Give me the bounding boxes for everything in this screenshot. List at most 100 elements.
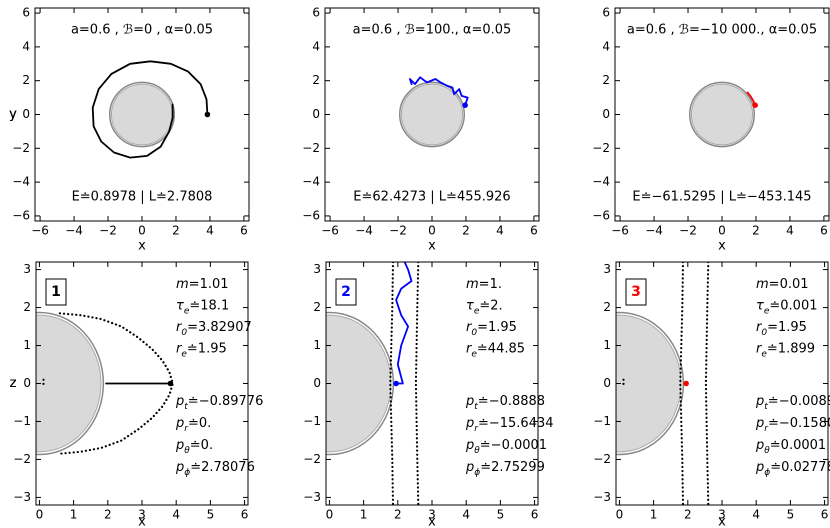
x-tick-label: 2 <box>172 224 180 238</box>
parameter-subscript: θ <box>184 446 190 456</box>
y-tick-label: 1 <box>603 338 611 352</box>
y-tick-label: −2 <box>303 452 321 466</box>
start-point <box>393 380 399 387</box>
parameter: re≐44.85 <box>466 341 525 359</box>
plot-area <box>36 311 174 456</box>
y-tick-label: 0 <box>23 376 31 390</box>
parameter-symbol: p <box>755 394 764 409</box>
x-tick-label: 1 <box>70 508 78 522</box>
parameter-symbol: p <box>465 460 474 475</box>
x-tick-label: 0 <box>36 508 44 522</box>
parameter-symbol: p <box>465 416 474 431</box>
x-tick-label: 4 <box>496 224 504 238</box>
y-tick-label: −4 <box>12 175 30 189</box>
x-axis-label: x <box>718 239 726 254</box>
parameter-value: ≐−0.89776 <box>188 394 264 409</box>
x-tick-label: −6 <box>31 224 49 238</box>
x-tick-label: −2 <box>679 224 697 238</box>
parameter-symbol: m <box>756 277 769 292</box>
y-tick-label: −3 <box>593 490 611 504</box>
parameter-value: ≐1.899 <box>767 341 815 356</box>
parameter: m=1. <box>466 277 502 292</box>
parameter: pt≐−0.89776 <box>175 394 263 412</box>
y-tick-label: −4 <box>302 175 320 189</box>
parameter-value: ≐−0.00897 <box>768 394 830 409</box>
parameter-value: =1.95 <box>767 320 807 335</box>
y-tick-label: −2 <box>13 452 31 466</box>
y-tick-label: 2 <box>22 73 30 87</box>
parameter-value: =1. <box>479 277 502 292</box>
plot-area <box>688 81 758 148</box>
parameter: pt≐−0.00897 <box>755 394 830 412</box>
y-tick-label: 4 <box>312 39 320 53</box>
trajectory <box>409 76 469 107</box>
parameter-subscript: 0 <box>761 328 767 338</box>
x-tick-label: 2 <box>462 224 470 238</box>
y-tick-label: 0 <box>312 107 320 121</box>
parameter-value: ≐2. <box>479 298 502 313</box>
parameter-value: =1.95 <box>477 320 517 335</box>
x-tick-label: 0 <box>718 224 726 238</box>
x-axis-label: x <box>138 515 146 528</box>
x-tick-label: −4 <box>355 224 373 238</box>
x-axis-label: x <box>718 515 726 528</box>
parameter: pϕ≐0.02778 <box>755 460 830 478</box>
horizon-disk <box>326 314 392 453</box>
parameter-symbol: r <box>176 341 183 356</box>
plot-area <box>91 60 211 159</box>
y-tick-label: 2 <box>603 300 611 314</box>
x-tick-label: 3 <box>138 508 146 522</box>
parameter-symbol: p <box>465 394 474 409</box>
x-tick-label: 3 <box>718 508 726 522</box>
parameter-subscript: t <box>184 402 188 412</box>
parameter: pϕ≐2.75299 <box>465 460 545 478</box>
x-tick-label: 2 <box>394 508 402 522</box>
parameter-subscript: r <box>184 424 189 434</box>
parameter: r0=1.95 <box>466 320 517 338</box>
panel-label: 1 <box>51 284 61 300</box>
parameter-subscript: θ <box>764 446 770 456</box>
y-tick-label: 3 <box>23 262 31 276</box>
parameter: τe≐18.1 <box>176 298 229 316</box>
x-tick-label: 0 <box>326 508 334 522</box>
x-tick-label: 2 <box>752 224 760 238</box>
y-axis-label: z <box>10 376 17 391</box>
y-tick-label: 2 <box>23 300 31 314</box>
y-tick-label: −1 <box>13 414 31 428</box>
x-axis-label: x <box>428 239 436 254</box>
horizon-disk <box>400 83 464 146</box>
y-tick-label: 2 <box>313 300 321 314</box>
y-tick-label: −6 <box>592 208 610 222</box>
x-tick-label: 4 <box>786 224 794 238</box>
y-tick-label: 0 <box>602 107 610 121</box>
parameter-symbol: p <box>755 460 764 475</box>
x-axis-label: x <box>138 239 146 254</box>
parameter: re≐1.95 <box>176 341 227 359</box>
parameter-subscript: θ <box>474 446 480 456</box>
panel-title: a=0.6 , ℬ=−10 000., α=0.05 <box>627 23 817 38</box>
y-tick-label: 3 <box>603 262 611 276</box>
x-tick-label: 2 <box>684 508 692 522</box>
parameter: r0=1.95 <box>756 320 807 338</box>
trajectory <box>395 262 413 385</box>
x-tick-label: −4 <box>645 224 663 238</box>
y-tick-label: 3 <box>313 262 321 276</box>
parameter-symbol: r <box>756 341 763 356</box>
x-tick-label: 6 <box>241 508 249 522</box>
panel-title: a=0.6 , ℬ=0 , α=0.05 <box>71 23 213 38</box>
y-tick-label: −3 <box>303 490 321 504</box>
parameter-subscript: e <box>181 349 187 359</box>
parameter-value: ≐0. <box>190 438 213 453</box>
parameter-subscript: e <box>471 349 477 359</box>
x-tick-label: −4 <box>65 224 83 238</box>
parameter-subscript: r <box>474 424 479 434</box>
x-tick-label: −6 <box>611 224 629 238</box>
y-tick-label: −2 <box>593 452 611 466</box>
x-tick-label: 4 <box>206 224 214 238</box>
plot-area <box>398 76 469 148</box>
boundary-curve <box>389 262 395 505</box>
panel-title: a=0.6 , ℬ=100., α=0.05 <box>353 23 512 38</box>
parameter-subscript: e <box>474 306 480 316</box>
x-tick-label: 4 <box>752 508 760 522</box>
x-tick-label: 0 <box>428 224 436 238</box>
